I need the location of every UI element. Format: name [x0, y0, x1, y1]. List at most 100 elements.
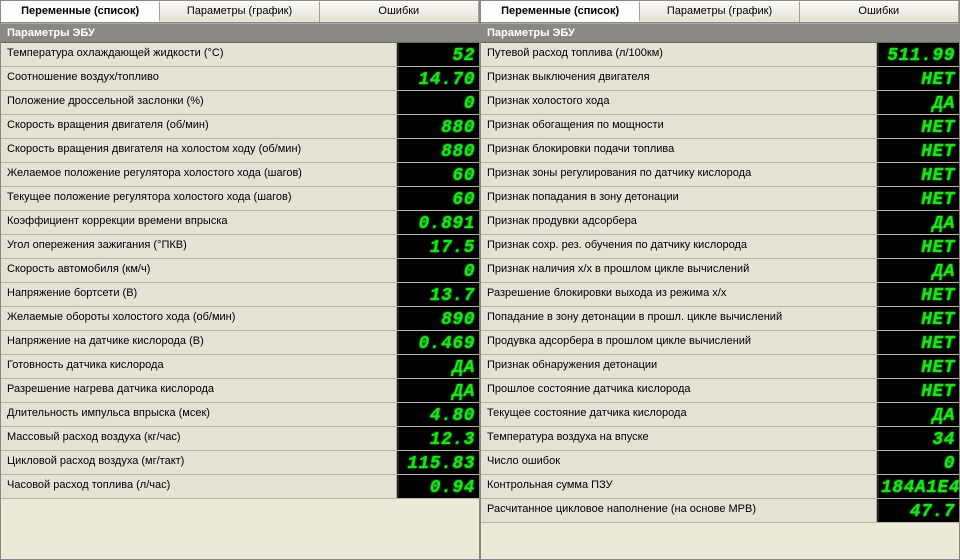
- param-row[interactable]: Путевой расход топлива (л/100км)511.99: [481, 43, 959, 67]
- param-row[interactable]: Часовой расход топлива (л/час)0.94: [1, 475, 479, 499]
- param-row[interactable]: Длительность импульса впрыска (мсек)4.80: [1, 403, 479, 427]
- param-value: НЕТ: [877, 379, 959, 402]
- param-label: Соотношение воздух/топливо: [1, 67, 397, 90]
- param-value: 17.5: [397, 235, 479, 258]
- param-row[interactable]: Разрешение нагрева датчика кислородаДА: [1, 379, 479, 403]
- param-value: ДА: [877, 211, 959, 234]
- param-row[interactable]: Массовый расход воздуха (кг/час)12.3: [1, 427, 479, 451]
- param-row[interactable]: Признак обогащения по мощностиНЕТ: [481, 115, 959, 139]
- param-row[interactable]: Текущее положение регулятора холостого х…: [1, 187, 479, 211]
- param-label: Положение дроссельной заслонки (%): [1, 91, 397, 114]
- param-row[interactable]: Положение дроссельной заслонки (%)0: [1, 91, 479, 115]
- param-row[interactable]: Число ошибок0: [481, 451, 959, 475]
- param-row[interactable]: Признак холостого ходаДА: [481, 91, 959, 115]
- param-row[interactable]: Скорость вращения двигателя (об/мин)880: [1, 115, 479, 139]
- param-row[interactable]: Признак сохр. рез. обучения по датчику к…: [481, 235, 959, 259]
- param-row[interactable]: Продувка адсорбера в прошлом цикле вычис…: [481, 331, 959, 355]
- param-row[interactable]: Напряжение на датчике кислорода (В)0.469: [1, 331, 479, 355]
- param-label: Скорость автомобиля (км/ч): [1, 259, 397, 282]
- param-row[interactable]: Разрешение блокировки выхода из режима х…: [481, 283, 959, 307]
- param-value: ДА: [877, 403, 959, 426]
- param-value: 511.99: [877, 43, 959, 66]
- param-row[interactable]: Угол опережения зажигания (°ПКВ)17.5: [1, 235, 479, 259]
- param-row[interactable]: Температура охлаждающей жидкости (°C)52: [1, 43, 479, 67]
- param-value: 13.7: [397, 283, 479, 306]
- param-row[interactable]: Напряжение бортсети (В)13.7: [1, 283, 479, 307]
- param-label: Число ошибок: [481, 451, 877, 474]
- param-label: Угол опережения зажигания (°ПКВ): [1, 235, 397, 258]
- param-label: Признак холостого хода: [481, 91, 877, 114]
- param-value: 184A1E4: [877, 475, 959, 498]
- param-row[interactable]: Коэффициент коррекции времени впрыска0.8…: [1, 211, 479, 235]
- section-header-left: Параметры ЭБУ: [1, 23, 479, 43]
- param-value: 34: [877, 427, 959, 450]
- tab-params[interactable]: Параметры (график): [640, 1, 799, 22]
- param-row[interactable]: Прошлое состояние датчика кислородаНЕТ: [481, 379, 959, 403]
- tab-params[interactable]: Параметры (график): [160, 1, 319, 22]
- param-value: НЕТ: [877, 355, 959, 378]
- param-label: Признак попадания в зону детонации: [481, 187, 877, 210]
- param-row[interactable]: Признак выключения двигателяНЕТ: [481, 67, 959, 91]
- param-value: 12.3: [397, 427, 479, 450]
- param-row[interactable]: Признак продувки адсорбераДА: [481, 211, 959, 235]
- tab-errors[interactable]: Ошибки: [800, 1, 959, 22]
- param-value: НЕТ: [877, 163, 959, 186]
- param-value: 0: [877, 451, 959, 474]
- param-label: Массовый расход воздуха (кг/час): [1, 427, 397, 450]
- param-row[interactable]: Расчитанное цикловое наполнение (на осно…: [481, 499, 959, 523]
- param-row[interactable]: Признак блокировки подачи топливаНЕТ: [481, 139, 959, 163]
- param-label: Цикловой расход воздуха (мг/такт): [1, 451, 397, 474]
- param-rows-right[interactable]: Путевой расход топлива (л/100км)511.99Пр…: [481, 43, 959, 559]
- param-label: Признак выключения двигателя: [481, 67, 877, 90]
- param-row[interactable]: Контрольная сумма ПЗУ184A1E4: [481, 475, 959, 499]
- tab-variables[interactable]: Переменные (список): [481, 1, 640, 22]
- param-label: Скорость вращения двигателя на холостом …: [1, 139, 397, 162]
- dual-pane-container: Переменные (список) Параметры (график) О…: [0, 0, 960, 560]
- param-label: Желаемые обороты холостого хода (об/мин): [1, 307, 397, 330]
- param-label: Текущее состояние датчика кислорода: [481, 403, 877, 426]
- param-value: ДА: [877, 91, 959, 114]
- param-row[interactable]: Попадание в зону детонации в прошл. цикл…: [481, 307, 959, 331]
- param-row[interactable]: Текущее состояние датчика кислородаДА: [481, 403, 959, 427]
- param-value: НЕТ: [877, 187, 959, 210]
- param-row[interactable]: Желаемое положение регулятора холостого …: [1, 163, 479, 187]
- param-label: Коэффициент коррекции времени впрыска: [1, 211, 397, 234]
- param-rows-left[interactable]: Температура охлаждающей жидкости (°C)52С…: [1, 43, 479, 559]
- tab-errors[interactable]: Ошибки: [320, 1, 479, 22]
- param-label: Попадание в зону детонации в прошл. цикл…: [481, 307, 877, 330]
- param-row[interactable]: Признак зоны регулирования по датчику ки…: [481, 163, 959, 187]
- param-row[interactable]: Признак обнаружения детонацииНЕТ: [481, 355, 959, 379]
- left-pane: Переменные (список) Параметры (график) О…: [0, 0, 480, 560]
- param-value: 880: [397, 139, 479, 162]
- param-row[interactable]: Желаемые обороты холостого хода (об/мин)…: [1, 307, 479, 331]
- param-label: Скорость вращения двигателя (об/мин): [1, 115, 397, 138]
- param-value: ДА: [397, 379, 479, 402]
- param-value: 47.7: [877, 499, 959, 522]
- param-label: Напряжение бортсети (В): [1, 283, 397, 306]
- param-label: Признак наличия х/х в прошлом цикле вычи…: [481, 259, 877, 282]
- param-label: Продувка адсорбера в прошлом цикле вычис…: [481, 331, 877, 354]
- param-value: 4.80: [397, 403, 479, 426]
- param-value: 115.83: [397, 451, 479, 474]
- param-row[interactable]: Скорость автомобиля (км/ч)0: [1, 259, 479, 283]
- param-label: Признак продувки адсорбера: [481, 211, 877, 234]
- param-label: Температура воздуха на впуске: [481, 427, 877, 450]
- param-row[interactable]: Признак попадания в зону детонацииНЕТ: [481, 187, 959, 211]
- param-label: Температура охлаждающей жидкости (°C): [1, 43, 397, 66]
- param-row[interactable]: Признак наличия х/х в прошлом цикле вычи…: [481, 259, 959, 283]
- param-label: Расчитанное цикловое наполнение (на осно…: [481, 499, 877, 522]
- param-value: 0.891: [397, 211, 479, 234]
- param-row[interactable]: Температура воздуха на впуске34: [481, 427, 959, 451]
- param-row[interactable]: Соотношение воздух/топливо14.70: [1, 67, 479, 91]
- param-row[interactable]: Готовность датчика кислородаДА: [1, 355, 479, 379]
- param-value: НЕТ: [877, 67, 959, 90]
- param-row[interactable]: Цикловой расход воздуха (мг/такт)115.83: [1, 451, 479, 475]
- param-value: НЕТ: [877, 283, 959, 306]
- param-value: ДА: [397, 355, 479, 378]
- param-label: Готовность датчика кислорода: [1, 355, 397, 378]
- tab-variables[interactable]: Переменные (список): [1, 1, 160, 22]
- param-label: Прошлое состояние датчика кислорода: [481, 379, 877, 402]
- param-value: 880: [397, 115, 479, 138]
- param-label: Напряжение на датчике кислорода (В): [1, 331, 397, 354]
- param-row[interactable]: Скорость вращения двигателя на холостом …: [1, 139, 479, 163]
